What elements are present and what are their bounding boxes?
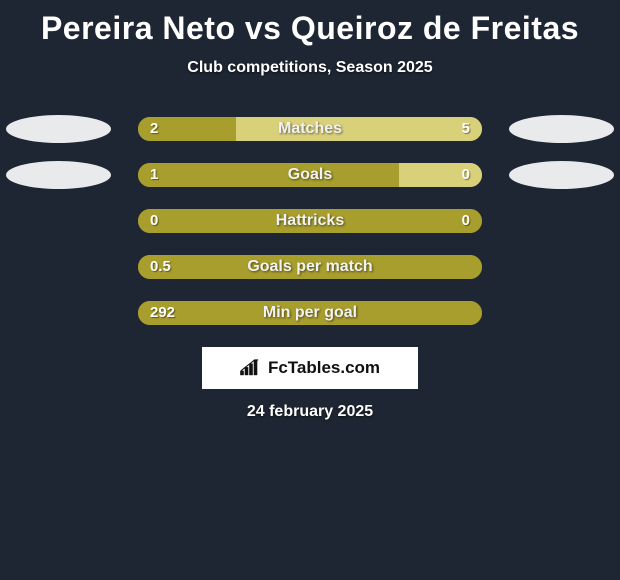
stat-row: 292Min per goal (0, 301, 620, 325)
bar-track: 292Min per goal (138, 301, 482, 325)
value-left: 2 (150, 117, 158, 141)
date-label: 24 february 2025 (0, 403, 620, 421)
page-subtitle: Club competitions, Season 2025 (0, 59, 620, 77)
player-badge-left (6, 115, 111, 143)
player-badge-left (6, 161, 111, 189)
bars-icon (240, 359, 262, 377)
value-right: 5 (462, 117, 470, 141)
brand-box[interactable]: FcTables.com (202, 347, 418, 389)
bar-segment-left (138, 209, 482, 233)
page-title: Pereira Neto vs Queiroz de Freitas (0, 0, 620, 47)
bar-segment-right (236, 117, 482, 141)
bar-segment-left (138, 301, 482, 325)
value-left: 0.5 (150, 255, 171, 279)
bar-track: 00Hattricks (138, 209, 482, 233)
stat-row: 0.5Goals per match (0, 255, 620, 279)
bar-track: 25Matches (138, 117, 482, 141)
bar-track: 0.5Goals per match (138, 255, 482, 279)
value-left: 1 (150, 163, 158, 187)
stat-rows-container: 25Matches10Goals00Hattricks0.5Goals per … (0, 117, 620, 325)
value-right: 0 (462, 163, 470, 187)
stat-row: 10Goals (0, 163, 620, 187)
bar-segment-left (138, 163, 399, 187)
bar-segment-left (138, 255, 482, 279)
player-badge-right (509, 115, 614, 143)
player-badge-right (509, 161, 614, 189)
value-left: 0 (150, 209, 158, 233)
stat-row: 00Hattricks (0, 209, 620, 233)
value-left: 292 (150, 301, 175, 325)
brand-text: FcTables.com (268, 358, 380, 378)
stat-row: 25Matches (0, 117, 620, 141)
bar-track: 10Goals (138, 163, 482, 187)
value-right: 0 (462, 209, 470, 233)
